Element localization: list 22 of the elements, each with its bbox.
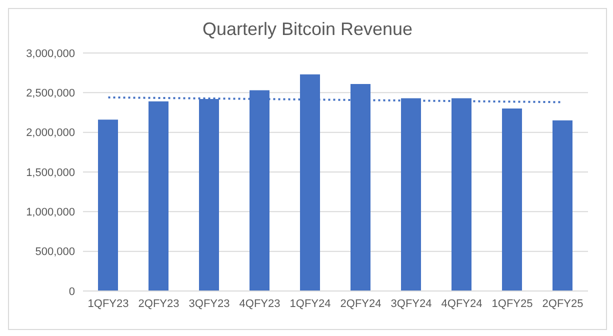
bar	[552, 120, 572, 291]
x-tick-label: 2QFY23	[138, 298, 180, 310]
x-tick-label: 2QFY25	[542, 298, 584, 310]
x-tick-label: 4QFY24	[441, 298, 482, 310]
x-tick-label: 1QFY25	[492, 298, 533, 310]
bar	[502, 108, 522, 291]
y-tick-label: 0	[68, 286, 75, 298]
x-tick-label: 2QFY24	[340, 298, 382, 310]
x-tick-label: 1QFY24	[290, 298, 331, 310]
y-tick-label: 1,000,000	[26, 206, 75, 219]
y-tick-label: 500,000	[35, 246, 75, 258]
chart-title: Quarterly Bitcoin Revenue	[201, 19, 414, 41]
bar	[148, 101, 168, 291]
y-tick-label: 2,500,000	[26, 88, 75, 100]
y-tick-label: 1,500,000	[26, 166, 75, 179]
bar	[98, 120, 118, 291]
y-tick-label: 2,000,000	[26, 127, 75, 140]
x-tick-label: 1QFY23	[88, 298, 129, 310]
x-tick-label: 3QFY23	[188, 298, 230, 310]
x-tick-label: 4QFY23	[239, 298, 280, 310]
x-tick-label: 3QFY24	[390, 298, 432, 310]
y-tick-label: 3,000,000	[26, 48, 75, 60]
